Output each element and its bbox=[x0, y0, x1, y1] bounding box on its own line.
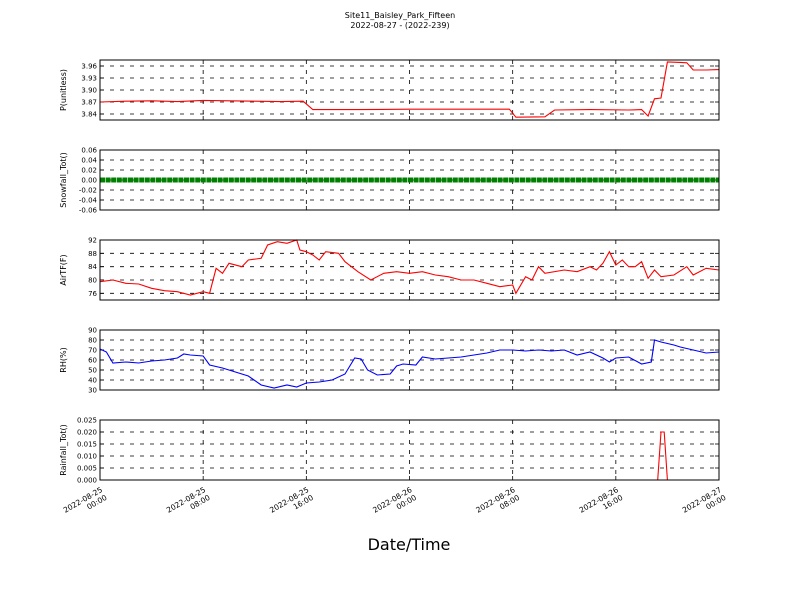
chart-subtitle: 2022-08-27 - (2022-239) bbox=[350, 21, 450, 30]
panel-3-ytick-label: 40 bbox=[88, 377, 97, 385]
x-axis-label: Date/Time bbox=[368, 535, 451, 554]
panel-0-ytick-label: 3.84 bbox=[81, 111, 97, 119]
panel-1-frame bbox=[99, 149, 720, 211]
panel-2-ylabel: AirTF(F) bbox=[59, 254, 68, 285]
panel-0-series bbox=[99, 61, 720, 118]
panel-3-ytick-label: 60 bbox=[88, 357, 97, 365]
panel-2-series bbox=[99, 239, 720, 296]
panel-1-ytick-label: 0.06 bbox=[81, 147, 97, 155]
panel-2-ytick-label: 88 bbox=[88, 250, 97, 258]
panel-3-ytick-label: 70 bbox=[88, 347, 97, 355]
panel-0-ytick-label: 3.90 bbox=[81, 87, 97, 95]
panel-1-ytick-label: -0.04 bbox=[79, 197, 98, 205]
panel-0-frame bbox=[99, 59, 720, 121]
panel-4-ytick-label: 0.025 bbox=[77, 417, 97, 425]
panel-4-ylabel: Rainfall_Tot() bbox=[59, 424, 68, 476]
panel-2-ytick-label: 80 bbox=[88, 277, 97, 285]
panel-1-ytick-label: -0.02 bbox=[79, 187, 97, 195]
panel-0-ytick-label: 3.87 bbox=[81, 99, 97, 107]
panel-3-ytick-label: 50 bbox=[88, 367, 97, 375]
panel-4-ytick-label: 0.015 bbox=[77, 441, 97, 449]
panel-3-ytick-label: 90 bbox=[88, 327, 97, 335]
panel-3-ytick-label: 30 bbox=[88, 387, 97, 395]
panel-2-ytick-label: 76 bbox=[88, 290, 97, 298]
panel-0-ylabel: P(unitless) bbox=[59, 69, 68, 111]
panel-3-frame bbox=[99, 329, 720, 391]
panel-4-frame bbox=[99, 419, 720, 481]
panel-4-ytick-label: 0.005 bbox=[77, 465, 97, 473]
panel-2-frame bbox=[99, 239, 720, 301]
panel-1-ytick-label: -0.06 bbox=[79, 207, 98, 215]
panel-1-ytick-label: 0.04 bbox=[81, 157, 97, 165]
panel-1-ytick-label: 0.00 bbox=[81, 177, 97, 185]
panel-0-ytick-label: 3.96 bbox=[81, 63, 97, 71]
panel-1-ytick-label: 0.02 bbox=[81, 167, 97, 175]
panel-3-ytick-label: 80 bbox=[88, 337, 97, 345]
panel-0-ytick-label: 3.93 bbox=[81, 75, 97, 83]
panel-2-ytick-label: 84 bbox=[88, 263, 97, 271]
panel-4-ytick-label: 0.000 bbox=[77, 477, 97, 485]
panel-3-series bbox=[99, 339, 720, 389]
panel-1-ylabel: Snowfall_Tot() bbox=[59, 152, 68, 208]
chart-title: Site11_Baisley_Park_Fifteen bbox=[344, 11, 456, 20]
panel-3-ylabel: RH(%) bbox=[59, 347, 68, 372]
panel-4-ytick-label: 0.020 bbox=[77, 429, 97, 437]
panel-2-ytick-label: 92 bbox=[88, 237, 97, 245]
panel-4-ytick-label: 0.010 bbox=[77, 453, 97, 461]
